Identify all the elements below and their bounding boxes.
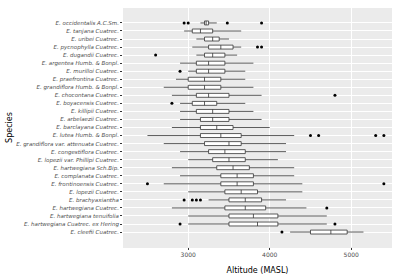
svg-text:Altitude (MASL): Altitude (MASL) xyxy=(227,266,289,275)
svg-text:E. grandiflora Humb. & Bonpl.: E. grandiflora Humb. & Bonpl. xyxy=(37,84,120,91)
svg-text:5000: 5000 xyxy=(344,251,359,258)
svg-text:E. lopezii Cuatrec.: E. lopezii Cuatrec. xyxy=(69,189,119,196)
svg-text:4000: 4000 xyxy=(262,251,277,258)
svg-text:E. arbelaezii Cuatrec.: E. arbelaezii Cuatrec. xyxy=(60,116,119,122)
svg-text:E. killipii Cuatrec.: E. killipii Cuatrec. xyxy=(71,108,119,115)
svg-text:3000: 3000 xyxy=(181,251,196,258)
svg-text:E. congestiflora Cuatrec.: E. congestiflora Cuatrec. xyxy=(51,149,119,156)
svg-text:E. uribei Cuatrec.: E. uribei Cuatrec. xyxy=(71,36,119,42)
svg-text:Species: Species xyxy=(5,112,14,143)
svg-text:E. pycnophylla Cuatrec.: E. pycnophylla Cuatrec. xyxy=(54,44,120,51)
svg-text:E. cleefii Cuatrec.: E. cleefii Cuatrec. xyxy=(70,229,119,235)
svg-text:E. praefrontina Cuatrec.: E. praefrontina Cuatrec. xyxy=(53,76,119,83)
svg-text:E. hartwegiana tenuifolia: E. hartwegiana tenuifolia xyxy=(50,213,120,220)
svg-text:E. frontinoensis Cuatrec.: E. frontinoensis Cuatrec. xyxy=(51,181,119,187)
svg-text:E. tanjana Cuatrec.: E. tanjana Cuatrec. xyxy=(66,28,119,35)
svg-text:E. complanata Cuatrec.: E. complanata Cuatrec. xyxy=(54,173,119,180)
svg-text:E. hartwegiana Cuatrec. ex Her: E. hartwegiana Cuatrec. ex Hering xyxy=(24,221,119,228)
svg-text:E. lopezii var. Phillipi Cuatr: E. lopezii var. Phillipi Cuatrec. xyxy=(38,157,120,164)
svg-text:E. hartwegiana Cuatrec.: E. hartwegiana Cuatrec. xyxy=(52,205,119,212)
svg-text:E. boyacensis Cuatrec.: E. boyacensis Cuatrec. xyxy=(56,100,119,107)
svg-text:E. argentea Humb. & Bonpl.: E. argentea Humb. & Bonpl. xyxy=(42,60,119,67)
svg-text:E. chocontana Cuatrec.: E. chocontana Cuatrec. xyxy=(55,92,119,98)
svg-text:E. barclayana Cuatrec.: E. barclayana Cuatrec. xyxy=(56,124,119,131)
svg-text:E. lutea Humb. & Bonpl.: E. lutea Humb. & Bonpl. xyxy=(53,132,119,139)
svg-text:E. murilloi Cuatrec.: E. murilloi Cuatrec. xyxy=(66,68,119,74)
svg-text:E. occidentalis A.C.Sm.: E. occidentalis A.C.Sm. xyxy=(56,20,120,26)
svg-text:E. dugandii Cuatrec.: E. dugandii Cuatrec. xyxy=(63,52,119,59)
svg-text:E. brachyaxiantha: E. brachyaxiantha xyxy=(69,197,120,204)
svg-text:E. grandiflora var. attenuata: E. grandiflora var. attenuata Cuatrec. xyxy=(16,141,119,148)
svg-text:E. hartwegiana Sch.Bip.: E. hartwegiana Sch.Bip. xyxy=(53,165,119,172)
